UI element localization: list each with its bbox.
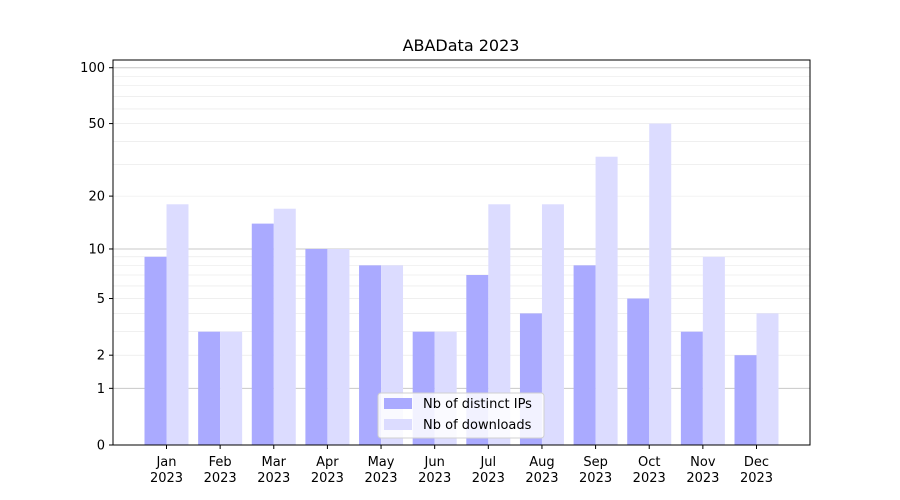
x-tick-label-year: 2023	[472, 471, 505, 486]
bar-downloads	[488, 204, 511, 445]
x-tick-label-year: 2023	[150, 471, 183, 486]
x-tick-label-month: Nov	[690, 455, 716, 470]
x-tick-label-month: Oct	[638, 455, 660, 470]
x-tick-label-year: 2023	[740, 471, 773, 486]
y-tick-label: 10	[88, 242, 105, 257]
legend-swatch	[384, 398, 412, 409]
legend-label: Nb of distinct IPs	[423, 397, 532, 412]
chart-title: ABAData 2023	[403, 36, 520, 55]
x-tick-label-month: Dec	[744, 455, 769, 470]
bar-distinct-ips	[359, 265, 382, 445]
bar-downloads	[220, 331, 243, 445]
x-tick-label-month: Jul	[479, 455, 496, 470]
bar-distinct-ips	[734, 355, 757, 445]
x-tick-label-month: Jan	[155, 455, 176, 470]
legend-box	[377, 392, 545, 439]
x-tick-label-year: 2023	[418, 471, 451, 486]
bar-distinct-ips	[251, 223, 274, 445]
x-tick-label-year: 2023	[633, 471, 666, 486]
bar-downloads	[756, 313, 779, 445]
bar-downloads	[166, 204, 189, 445]
x-tick-label-year: 2023	[364, 471, 397, 486]
axes: 0125102050100Jan2023Feb2023Mar2023Apr202…	[80, 59, 811, 486]
y-tick-label: 5	[97, 292, 105, 307]
x-tick-label-month: May	[368, 455, 395, 470]
bar-distinct-ips	[144, 256, 167, 445]
grid-lines	[113, 67, 810, 389]
legend-label: Nb of downloads	[423, 418, 532, 433]
x-tick-label-year: 2023	[204, 471, 237, 486]
bar-distinct-ips	[573, 265, 596, 445]
bar-downloads	[595, 156, 618, 446]
x-tick-label-month: Aug	[529, 455, 554, 470]
bar-distinct-ips	[627, 298, 650, 445]
bar-downloads	[273, 208, 296, 445]
bar-downloads	[327, 248, 350, 445]
x-tick-label-month: Feb	[209, 455, 232, 470]
y-tick-label: 50	[88, 117, 105, 132]
x-tick-label-year: 2023	[686, 471, 719, 486]
y-tick-label: 1	[97, 382, 105, 397]
x-tick-label-year: 2023	[311, 471, 344, 486]
bar-downloads	[649, 123, 672, 446]
x-tick-label-year: 2023	[579, 471, 612, 486]
x-tick-label-month: Apr	[316, 455, 339, 470]
x-tick-label-month: Jun	[424, 455, 445, 470]
bar-distinct-ips	[198, 331, 221, 445]
bar-distinct-ips	[680, 331, 703, 445]
bar-distinct-ips	[305, 248, 328, 445]
bar-downloads	[541, 204, 564, 445]
bar-downloads	[702, 256, 725, 445]
y-tick-label: 2	[97, 349, 105, 364]
x-tick-label-month: Mar	[262, 455, 287, 470]
legend: Nb of distinct IPs Nb of downloads	[377, 392, 545, 439]
y-tick-label: 0	[97, 439, 105, 454]
x-tick-label-year: 2023	[525, 471, 558, 486]
x-tick-label-year: 2023	[257, 471, 290, 486]
y-tick-label: 100	[80, 61, 105, 76]
plot-frame	[112, 59, 811, 446]
y-tick-label: 20	[88, 190, 105, 205]
legend-swatch	[384, 419, 412, 430]
x-tick-label-month: Sep	[583, 455, 608, 470]
